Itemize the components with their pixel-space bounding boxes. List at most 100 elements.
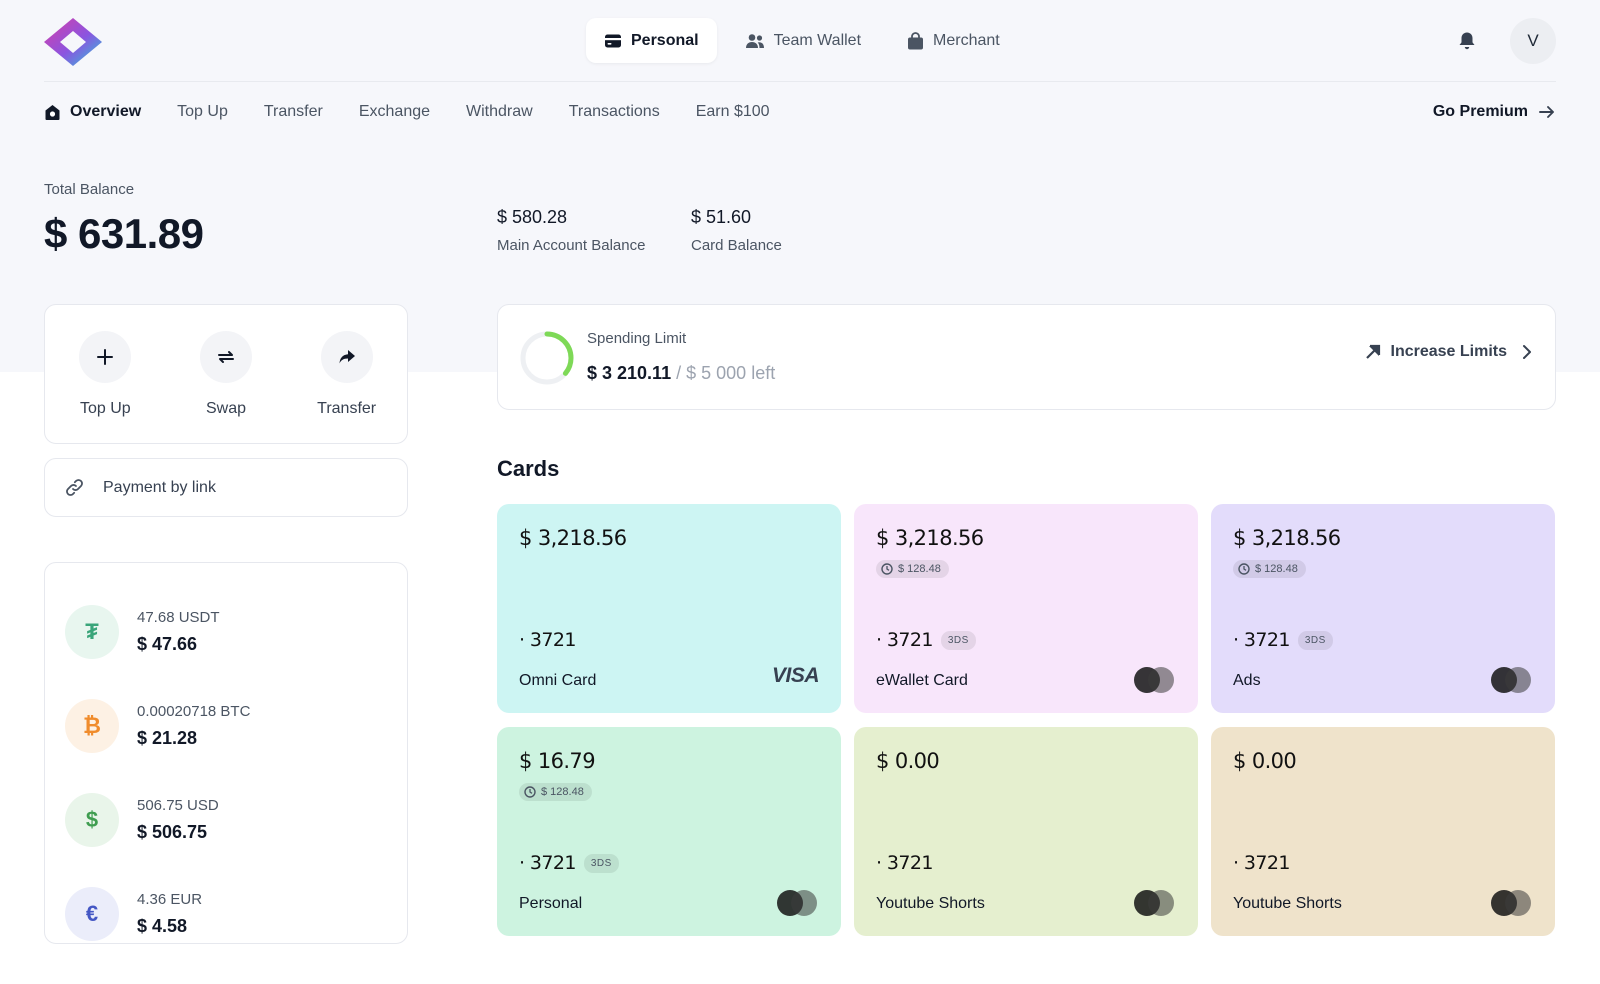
card-youtube-shorts[interactable]: $ 0.00 · 3721 Youtube Shorts [1211,727,1555,936]
nav-transactions-label: Transactions [568,103,660,120]
nav-top-up[interactable]: Top Up [177,96,228,128]
pending-badge: $ 128.48 [1233,560,1306,578]
asset-usd[interactable]: $ 506.75 USD $ 506.75 [65,773,387,867]
total-balance-value: $ 631.89 [44,210,204,257]
asset-btc[interactable]: ₿ 0.00020718 BTC $ 21.28 [65,679,387,773]
card-balance-amount: $ 3,218.56 [1233,526,1341,550]
mastercard-logo-icon [1491,890,1533,916]
clock-icon [881,563,893,575]
card-icon [605,34,621,47]
pending-badge: $ 128.48 [876,560,949,578]
spending-progress-ring [520,331,574,385]
card-omni[interactable]: $ 3,218.56 · 3721 Omni Card VISA [497,504,841,713]
swap-icon [199,331,252,383]
card-number: · 3721 [876,852,933,874]
pending-amount: $ 128.48 [1255,563,1298,575]
avatar[interactable]: V [1510,18,1556,64]
share-arrow-icon [320,331,373,383]
clock-icon [524,786,536,798]
euro-icon: € [65,887,119,941]
main-account-balance: $ 580.28 Main Account Balance [497,207,645,254]
card-youtube-shorts[interactable]: $ 0.00 · 3721 Youtube Shorts [854,727,1198,936]
card-last-digits: · 3721 [519,852,576,874]
wallet-switcher: Personal Team Wallet Merchant [586,18,1018,63]
tab-team-wallet-label: Team Wallet [773,31,862,49]
spending-limit-label: Spending Limit [587,330,687,347]
payment-by-link-button[interactable]: Payment by link [44,458,408,517]
card-last-digits: · 3721 [876,629,933,651]
arrow-up-right-icon [1365,344,1380,359]
card-ewallet[interactable]: $ 3,218.56 $ 128.48 · 3721 3DS eWallet C… [854,504,1198,713]
card-personal[interactable]: $ 16.79 $ 128.48 · 3721 3DS Personal [497,727,841,936]
pending-amount: $ 128.48 [898,563,941,575]
header-actions: V [1444,18,1556,64]
nav-exchange[interactable]: Exchange [359,96,430,128]
card-name: Personal [519,895,583,912]
nav-withdraw[interactable]: Withdraw [466,96,533,128]
home-icon [45,104,60,120]
increase-limits-label: Increase Limits [1390,343,1508,360]
top-up-action-label: Top Up [79,400,131,417]
card-number: · 3721 3DS [519,852,619,874]
card-name: eWallet Card [876,672,968,689]
swap-action[interactable]: Swap [176,331,276,443]
card-balance-amount: $ 16.79 [519,749,596,773]
increase-limits-button[interactable]: Increase Limits [1365,343,1534,361]
card-name: Omni Card [519,672,597,689]
mastercard-logo-icon [1134,890,1176,916]
mastercard-logo-icon [777,890,819,916]
bell-icon [1459,32,1475,50]
cards-section-title: Cards [497,456,560,481]
main-account-label: Main Account Balance [497,237,646,254]
payment-by-link-label: Payment by link [103,478,216,496]
nav-overview-label: Overview [70,103,142,120]
3ds-badge: 3DS [583,853,619,873]
asset-eur[interactable]: € 4.36 EUR $ 4.58 [65,867,387,961]
users-icon [745,33,764,48]
card-balance-value: $ 51.60 [691,207,752,227]
nav-overview[interactable]: Overview [44,96,141,128]
card-last-digits: · 3721 [1233,852,1290,874]
assets-panel: ₮ 47.68 USDT $ 47.66 ₿ 0.00020718 BTC $ … [44,562,408,944]
3ds-badge: 3DS [1297,630,1333,650]
card-name: Youtube Shorts [876,895,985,912]
card-balance-amount: $ 3,218.56 [876,526,984,550]
tether-icon: ₮ [65,605,119,659]
transfer-action-label: Transfer [317,400,377,417]
nav-transfer[interactable]: Transfer [264,96,323,128]
asset-usdt[interactable]: ₮ 47.68 USDT $ 47.66 [65,585,387,679]
asset-amount: 47.68 USDT [137,609,220,626]
asset-usd-value: $ 506.75 [137,822,208,842]
tab-team-wallet[interactable]: Team Wallet [727,18,879,63]
top-up-action[interactable]: Top Up [55,331,155,443]
top-header: Personal Team Wallet Merchant V [44,0,1556,82]
main-account-value: $ 580.28 [497,207,568,227]
notifications-button[interactable] [1444,18,1490,64]
diamond-logo-icon[interactable] [44,18,102,66]
nav-earn[interactable]: Earn $100 [696,96,770,128]
tab-personal-label: Personal [631,31,699,49]
card-name: Youtube Shorts [1233,895,1342,912]
tab-merchant[interactable]: Merchant [889,18,1018,63]
card-ads[interactable]: $ 3,218.56 $ 128.48 · 3721 3DS Ads [1211,504,1555,713]
card-balance-amount: $ 0.00 [1233,749,1297,773]
asset-amount: 506.75 USD [137,797,219,814]
card-number: · 3721 [519,629,576,651]
asset-usd-value: $ 47.66 [137,634,198,654]
nav-transactions[interactable]: Transactions [569,96,660,128]
card-balance-amount: $ 3,218.56 [519,526,627,550]
nav-exchange-label: Exchange [358,103,431,120]
spending-limit-left: $ 5 000 left [686,363,776,383]
transfer-action[interactable]: Transfer [297,331,397,443]
nav-earn-label: Earn $100 [695,103,770,120]
nav-transfer-label: Transfer [263,103,323,120]
swap-action-label: Swap [205,400,246,417]
spending-limit-panel: Spending Limit $ 3 210.11 / $ 5 000 left… [497,304,1556,410]
go-premium-link[interactable]: Go Premium [1433,96,1556,128]
tab-personal[interactable]: Personal [586,18,717,63]
clock-icon [1238,563,1250,575]
card-balance-label: Card Balance [691,237,782,254]
pending-badge: $ 128.48 [519,783,592,801]
card-balance: $ 51.60 Card Balance [691,207,782,254]
card-name: Ads [1233,672,1261,689]
